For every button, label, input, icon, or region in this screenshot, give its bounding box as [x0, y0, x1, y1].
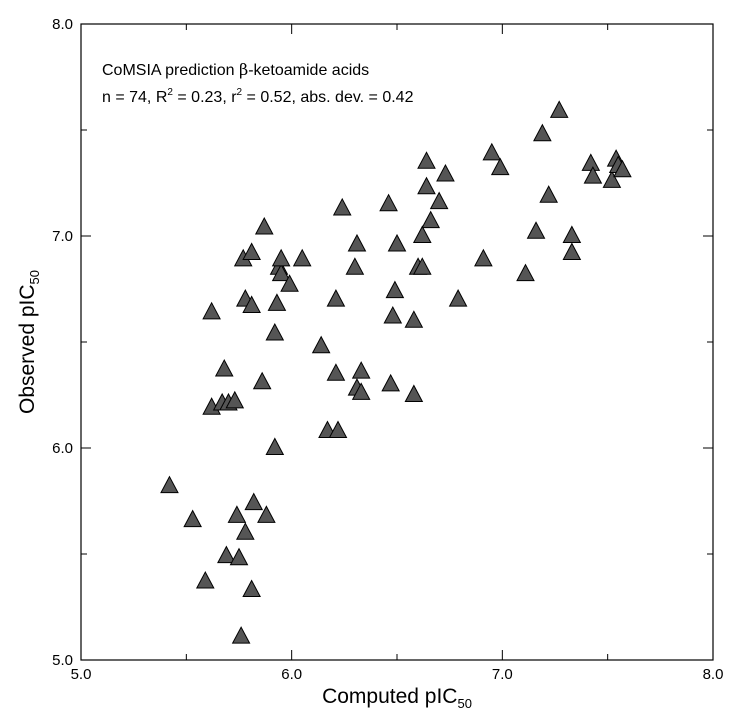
data-point-triangle: [242, 579, 261, 598]
data-point-triangle: [254, 216, 274, 235]
data-point-triangle: [332, 197, 352, 216]
data-point-triangle: [311, 335, 331, 354]
data-point-triangle: [183, 509, 202, 528]
data-point-triangle: [351, 361, 371, 379]
data-point-triangle: [347, 233, 367, 252]
data-point-triangle: [242, 295, 261, 313]
data-point-triangle: [526, 221, 546, 239]
data-point-triangle: [271, 248, 291, 267]
annotation-line-1-pre: CoMSIA prediction: [102, 62, 239, 79]
data-point-triangle: [421, 210, 441, 229]
annotation-sup-2: 2: [237, 87, 243, 98]
data-point-triangle: [160, 475, 179, 494]
x-axis-title: Computed pIC50: [322, 685, 472, 711]
data-point-triangle: [328, 420, 348, 439]
data-point-triangle: [214, 358, 234, 377]
annotation-end-part: = 0.52, abs. dev. = 0.42: [242, 89, 413, 106]
data-point-triangle: [381, 373, 401, 392]
data-point-triangle: [417, 151, 436, 169]
data-point-triangle: [235, 522, 255, 540]
data-point-triangle: [404, 384, 424, 402]
data-point-triangle: [252, 371, 272, 390]
data-point-triangle: [280, 274, 299, 292]
data-point-triangle: [583, 166, 603, 184]
plot-frame: [80, 23, 714, 661]
data-point-triangle: [242, 242, 261, 260]
annotation-line-1: CoMSIA prediction β-ketoamide acids: [102, 60, 369, 79]
data-point-triangle: [387, 233, 407, 252]
x-tick-label: 7.0: [492, 666, 513, 683]
data-point-triangle: [265, 437, 285, 455]
data-point-triangle: [602, 170, 622, 188]
data-point-triangle: [436, 163, 455, 182]
data-point-triangle: [345, 257, 365, 275]
data-point-triangle: [474, 248, 493, 267]
annotation-sup-1: 2: [167, 87, 173, 98]
x-axis-title-main: Computed pIC: [322, 685, 457, 708]
data-point-triangle: [516, 263, 535, 282]
data-point-triangle: [271, 263, 291, 282]
axis-ticks: [80, 23, 714, 661]
annotation-line-1-post: -ketoamide acids: [248, 62, 369, 79]
data-point-triangle: [202, 301, 221, 320]
data-point-triangle: [429, 191, 449, 210]
data-point-triangle: [412, 257, 432, 275]
data-point-triangle: [195, 570, 215, 589]
data-point-triangle: [326, 363, 346, 381]
data-point-triangle: [613, 159, 632, 178]
data-point-triangle: [533, 123, 552, 142]
data-point-triangle: [581, 153, 601, 171]
data-point-triangle: [265, 322, 285, 341]
data-point-triangle: [379, 193, 398, 212]
data-point-triangle: [385, 280, 405, 299]
data-point-triangle: [326, 289, 346, 307]
data-point-triangle: [244, 492, 264, 511]
y-tick-label: 6.0: [52, 440, 73, 457]
data-point-triangle: [225, 390, 245, 409]
data-point-triangle: [257, 505, 276, 523]
data-point-triangle: [412, 225, 432, 243]
data-points: [160, 100, 632, 644]
data-point-triangle: [351, 382, 371, 400]
data-point-triangle: [383, 305, 403, 324]
x-axis-title-sub: 50: [457, 696, 471, 711]
data-point-triangle: [404, 310, 424, 328]
y-tick-label: 5.0: [52, 652, 73, 669]
data-point-triangle: [490, 157, 510, 176]
data-point-triangle: [448, 289, 468, 307]
data-point-triangle: [417, 176, 436, 195]
x-tick-label: 6.0: [281, 666, 302, 683]
x-tick-label: 8.0: [703, 666, 724, 683]
data-point-triangle: [482, 142, 502, 161]
annotation-line-1-greek: β: [239, 60, 248, 79]
axis-tick-labels: 5.0 6.0 7.0 8.0 5.0 6.0 7.0 8.0: [52, 16, 723, 683]
y-tick-label: 7.0: [52, 228, 73, 245]
x-tick-label: 5.0: [71, 666, 92, 683]
y-axis-title: Observed pIC50: [16, 270, 42, 414]
data-point-triangle: [229, 547, 249, 566]
y-tick-label: 8.0: [52, 16, 73, 33]
data-point-triangle: [549, 100, 569, 118]
data-point-triangle: [267, 293, 287, 311]
data-point-triangle: [562, 242, 582, 260]
annotation-n-part: n = 74, R: [102, 89, 167, 106]
y-axis-title-main: Observed pIC: [16, 284, 39, 414]
data-point-triangle: [292, 248, 312, 267]
annotation-line-2: n = 74, R2 = 0.23, r2 = 0.52, abs. dev. …: [102, 87, 414, 106]
data-point-triangle: [227, 505, 247, 523]
y-axis-title-sub: 50: [27, 270, 42, 284]
data-point-triangle: [562, 225, 582, 243]
annotation-mid-part: = 0.23, r: [173, 89, 237, 106]
data-point-triangle: [231, 626, 251, 644]
data-point-triangle: [217, 545, 236, 564]
data-point-triangle: [539, 185, 559, 203]
